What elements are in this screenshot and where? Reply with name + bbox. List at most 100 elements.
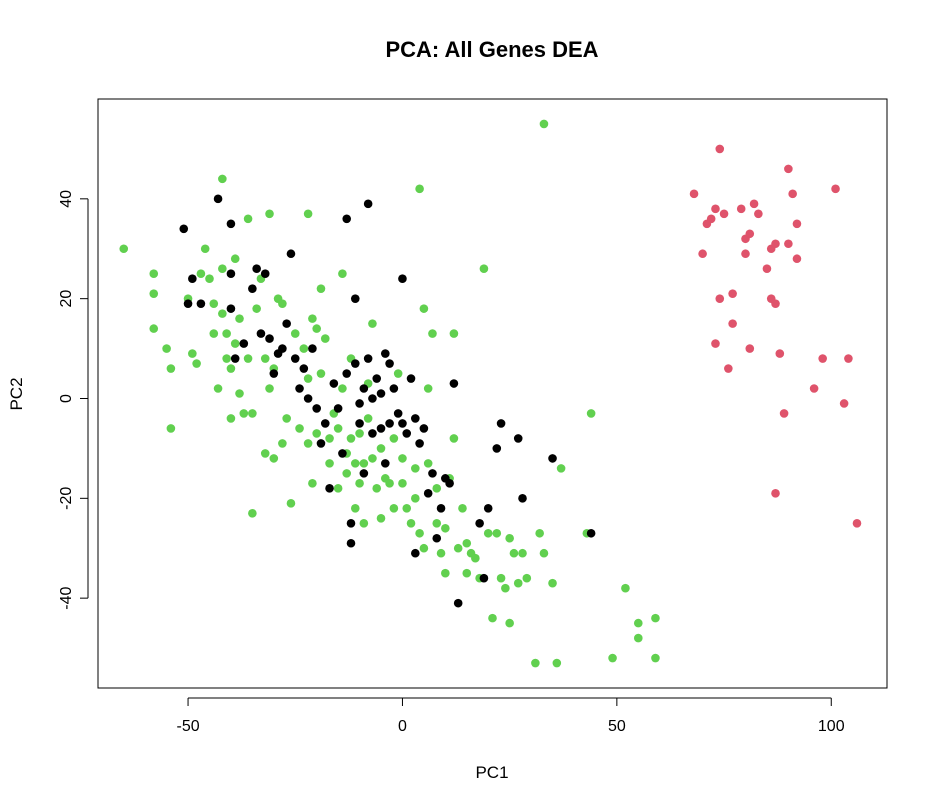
data-point	[449, 329, 459, 338]
data-point	[475, 518, 484, 528]
data-point	[419, 424, 429, 433]
data-point	[488, 613, 497, 623]
data-point	[415, 439, 424, 448]
data-point	[432, 533, 442, 543]
data-point	[265, 334, 274, 343]
data-point	[458, 504, 467, 513]
data-point	[462, 568, 472, 578]
data-point	[389, 384, 399, 393]
data-point	[243, 354, 253, 363]
data-point	[385, 419, 394, 428]
data-point	[492, 528, 502, 538]
data-point	[166, 424, 176, 433]
y-tick-label: 20	[58, 290, 75, 308]
data-point	[359, 384, 369, 393]
data-point	[741, 249, 750, 259]
data-point	[192, 359, 201, 368]
data-point	[406, 518, 416, 528]
data-point	[522, 573, 532, 583]
data-point	[252, 264, 261, 274]
data-point	[303, 209, 313, 219]
data-point	[376, 444, 386, 453]
data-point	[651, 613, 660, 623]
data-point	[316, 284, 326, 293]
data-point	[385, 479, 394, 488]
data-point	[788, 189, 797, 199]
data-point	[166, 364, 176, 373]
data-point	[299, 364, 309, 373]
data-point	[359, 459, 369, 468]
data-point	[745, 229, 755, 239]
data-point	[368, 319, 377, 328]
data-point	[411, 464, 420, 473]
data-point	[818, 354, 827, 363]
data-point	[325, 459, 334, 468]
data-point	[256, 329, 266, 338]
data-point	[303, 374, 313, 383]
data-point	[402, 429, 412, 438]
data-point	[415, 528, 424, 538]
data-point	[728, 289, 737, 298]
data-point	[492, 444, 502, 453]
data-point	[342, 369, 352, 378]
data-point	[844, 354, 853, 363]
data-point	[633, 633, 643, 643]
data-point	[462, 538, 472, 548]
data-point	[359, 518, 369, 528]
data-point	[295, 384, 304, 393]
data-point	[445, 479, 454, 488]
data-point	[290, 354, 300, 363]
data-point	[453, 543, 463, 553]
data-point	[218, 264, 227, 274]
data-point	[196, 269, 206, 279]
data-point	[689, 189, 699, 199]
plot-frame	[97, 98, 888, 689]
data-point	[621, 583, 630, 593]
data-point	[235, 389, 244, 398]
data-point	[398, 274, 407, 283]
data-point	[719, 209, 729, 219]
data-point	[393, 409, 403, 418]
data-point	[513, 578, 523, 588]
y-tick-label: -20	[58, 487, 75, 510]
data-point	[771, 489, 780, 498]
data-point	[209, 329, 219, 338]
data-point	[200, 244, 210, 254]
data-point	[372, 484, 382, 493]
data-point	[715, 294, 725, 303]
data-point	[350, 459, 360, 468]
data-point	[226, 364, 236, 373]
data-point	[179, 224, 189, 234]
data-point	[355, 399, 364, 408]
data-point	[338, 384, 347, 393]
data-point	[355, 479, 364, 488]
data-point	[771, 299, 780, 308]
data-point	[363, 414, 373, 423]
data-point	[346, 538, 356, 548]
data-point	[350, 359, 360, 368]
data-point	[556, 464, 566, 473]
data-point	[479, 264, 489, 274]
data-point	[792, 254, 802, 264]
data-point	[308, 344, 317, 353]
data-point	[784, 239, 793, 249]
data-point	[235, 314, 244, 323]
data-point	[779, 409, 789, 418]
data-point	[260, 269, 270, 279]
data-point	[398, 479, 407, 488]
data-point	[346, 434, 356, 443]
data-point	[715, 144, 725, 154]
data-point	[282, 319, 291, 328]
data-point	[218, 174, 227, 184]
data-point	[385, 359, 394, 368]
data-point	[252, 304, 261, 313]
data-point	[518, 494, 527, 503]
data-point	[711, 204, 720, 214]
data-point	[449, 434, 459, 443]
data-point	[230, 254, 240, 264]
y-axis: -40 -20 0 20 40	[58, 190, 89, 610]
data-point	[226, 269, 236, 279]
data-point	[633, 618, 643, 628]
data-point	[398, 454, 407, 463]
data-point	[539, 119, 549, 129]
